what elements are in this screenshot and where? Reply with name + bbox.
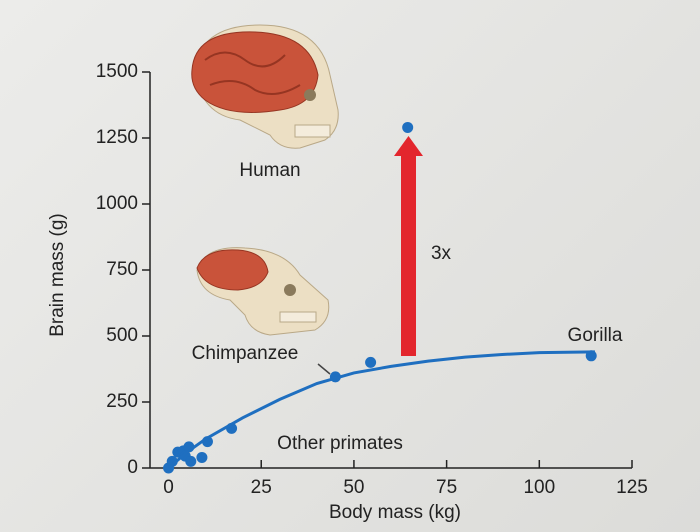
chimp-skull-illustration <box>196 247 330 336</box>
increase-arrow <box>394 136 423 356</box>
x-tick-label: 0 <box>163 477 174 498</box>
y-tick-label: 1250 <box>96 127 138 148</box>
x-tick-label: 125 <box>616 477 648 498</box>
human-skull-illustration <box>191 24 339 149</box>
annotation: Other primates <box>277 433 403 454</box>
data-point <box>365 356 377 368</box>
annotation: Human <box>239 160 300 181</box>
x-axis-label: Body mass (kg) <box>329 502 461 523</box>
data-point <box>402 121 414 133</box>
y-tick-label: 1000 <box>96 193 138 214</box>
y-tick-label: 1500 <box>96 61 138 82</box>
annotation: Gorilla <box>568 325 623 346</box>
y-tick-label: 500 <box>106 325 138 346</box>
y-tick-label: 750 <box>106 259 138 280</box>
y-tick-label: 0 <box>127 457 138 478</box>
data-point <box>185 455 197 467</box>
x-tick-label: 100 <box>523 477 555 498</box>
y-tick-label: 250 <box>106 391 138 412</box>
annotation: 3x <box>431 243 452 264</box>
y-axis-label: Brain mass (g) <box>47 213 68 337</box>
leader-line <box>317 363 331 375</box>
x-tick-label: 75 <box>436 477 457 498</box>
x-tick-label: 50 <box>343 477 364 498</box>
x-tick-label: 25 <box>251 477 272 498</box>
fit-curve <box>167 350 595 470</box>
data-point <box>196 451 208 463</box>
annotation: Chimpanzee <box>192 343 299 364</box>
